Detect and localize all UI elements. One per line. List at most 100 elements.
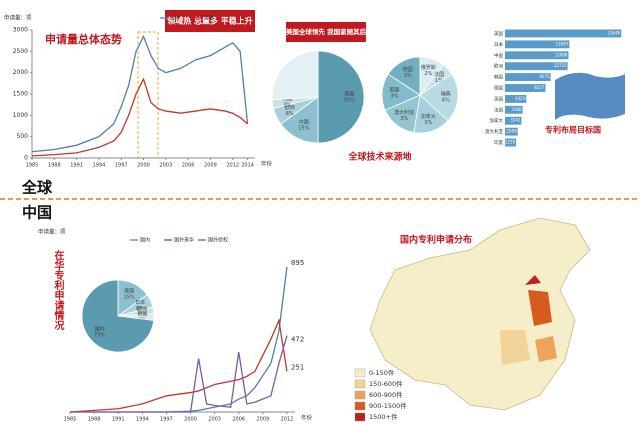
bar	[505, 84, 546, 92]
y-tick-label: 韩国	[494, 74, 503, 81]
slice-label: 欧洲	[137, 306, 147, 313]
x-axis-label: 年份	[301, 414, 313, 422]
slice-value: 3%	[400, 116, 408, 122]
x-tick-label: 1997	[160, 417, 173, 423]
legend-swatch	[354, 379, 366, 389]
legend-label: 0-150件	[369, 368, 395, 377]
line	[31, 34, 249, 153]
bar	[505, 73, 551, 82]
callout	[165, 10, 255, 32]
x-tick-label: 2003	[208, 417, 221, 423]
annotation: 专利布局目标国	[545, 125, 601, 135]
legend-swatch	[354, 401, 366, 411]
y-tick-label: 法国	[494, 106, 503, 113]
slice-value: 2%	[424, 71, 432, 77]
slice-value: 3%	[424, 120, 432, 126]
value-label: 8227	[534, 85, 545, 90]
line	[31, 77, 248, 157]
y-axis-label: 申请量：项	[38, 228, 66, 236]
y-tick-label: 3000	[13, 27, 28, 34]
value-label: 895	[291, 259, 304, 267]
pie-slice	[317, 50, 365, 144]
x-tick-label: 1994	[136, 417, 149, 423]
y-axis-label: 申请量：项	[4, 14, 32, 22]
china-map	[369, 217, 591, 411]
legend-swatch	[354, 390, 366, 400]
pie-slice	[81, 279, 155, 353]
annotation: 领域热 总量多 平稳上升	[167, 16, 253, 26]
bar	[505, 94, 527, 103]
legend-swatch	[354, 368, 366, 378]
y-tick-label: 中国	[494, 52, 503, 59]
bar	[505, 138, 517, 147]
y-tick-label: 澳大利亚	[485, 128, 503, 135]
y-tick-label: 1500	[13, 91, 28, 98]
bar	[505, 29, 622, 38]
section-label: 全球	[21, 179, 53, 197]
y-tick-label: 美国	[494, 30, 503, 37]
pie-slice	[271, 50, 319, 101]
slice-value: 6%	[286, 111, 294, 117]
y-tick-label: 加拿大	[490, 117, 504, 124]
province	[500, 330, 530, 365]
slice-label: 中国	[299, 118, 309, 125]
slice-label: 欧洲	[285, 104, 295, 111]
slice-value: 50%	[344, 98, 355, 104]
slice-value: 15%	[298, 125, 309, 131]
slice-label: 澳大利亚	[394, 109, 414, 116]
annotation: 美国全球领先 我国紧随其后	[286, 27, 367, 36]
slice-value: 73%	[94, 333, 105, 339]
value-label: 12722	[554, 63, 567, 68]
province	[528, 290, 552, 326]
slice-label: 日本	[135, 299, 145, 306]
slice-label: 英国	[389, 86, 399, 93]
bar	[505, 116, 522, 125]
slice-value: 1%	[435, 78, 443, 84]
value-label: 9275	[539, 74, 550, 79]
line	[70, 335, 288, 413]
annotation: 全球技术来源地	[347, 151, 411, 163]
line	[69, 318, 288, 413]
legend-label: 美国	[204, 15, 214, 22]
y-tick-label: 英国	[494, 95, 503, 102]
x-tick-label: 2012	[281, 417, 294, 423]
slice-value: 15%	[124, 295, 135, 301]
x-tick-label: 2006	[182, 163, 195, 169]
slice-label: 德国	[403, 66, 413, 73]
x-tick-label: 2000	[184, 417, 197, 423]
value-label: 472	[291, 336, 304, 344]
y-tick-label: 1000	[13, 112, 28, 119]
slice-value: 4%	[442, 98, 450, 104]
x-axis-label: 年份	[261, 160, 273, 168]
value-label: 23640	[608, 30, 621, 35]
x-tick-label: 2006	[232, 417, 245, 423]
x-tick-label: 1985	[26, 163, 39, 169]
slice-label: 法国	[434, 71, 444, 78]
slice-label: 俄罗斯	[421, 64, 436, 71]
slice-value: 3%	[404, 73, 412, 79]
x-tick-label: 1994	[93, 163, 106, 169]
x-tick-label: 2003	[159, 163, 172, 169]
x-tick-label: 1988	[88, 417, 101, 423]
legend-swatch	[354, 412, 366, 422]
bar	[505, 51, 569, 60]
x-tick-label: 1988	[48, 163, 61, 169]
pie-slice	[419, 73, 459, 122]
bar	[505, 62, 568, 71]
value-label: 3342	[510, 118, 521, 123]
chart-title: 在华专利申请情况	[52, 249, 64, 331]
x-tick-label: 2000	[137, 163, 150, 169]
bar	[505, 127, 518, 136]
y-tick-label: 2000	[13, 69, 28, 76]
x-tick-label: 2012	[226, 163, 239, 169]
callout	[286, 22, 366, 42]
x-tick-label: 1985	[64, 417, 77, 423]
slice-value: 6%	[136, 306, 144, 312]
chart-title: 国内专利申请分布	[400, 234, 472, 246]
y-tick-label: 日本	[494, 41, 503, 48]
chart-title: 申请量总体态势	[45, 32, 122, 46]
y-tick-label: 印度	[494, 139, 503, 146]
value-label: 12906	[555, 52, 568, 57]
value-label: 13087	[556, 41, 569, 46]
legend-label: 国内	[140, 237, 150, 244]
